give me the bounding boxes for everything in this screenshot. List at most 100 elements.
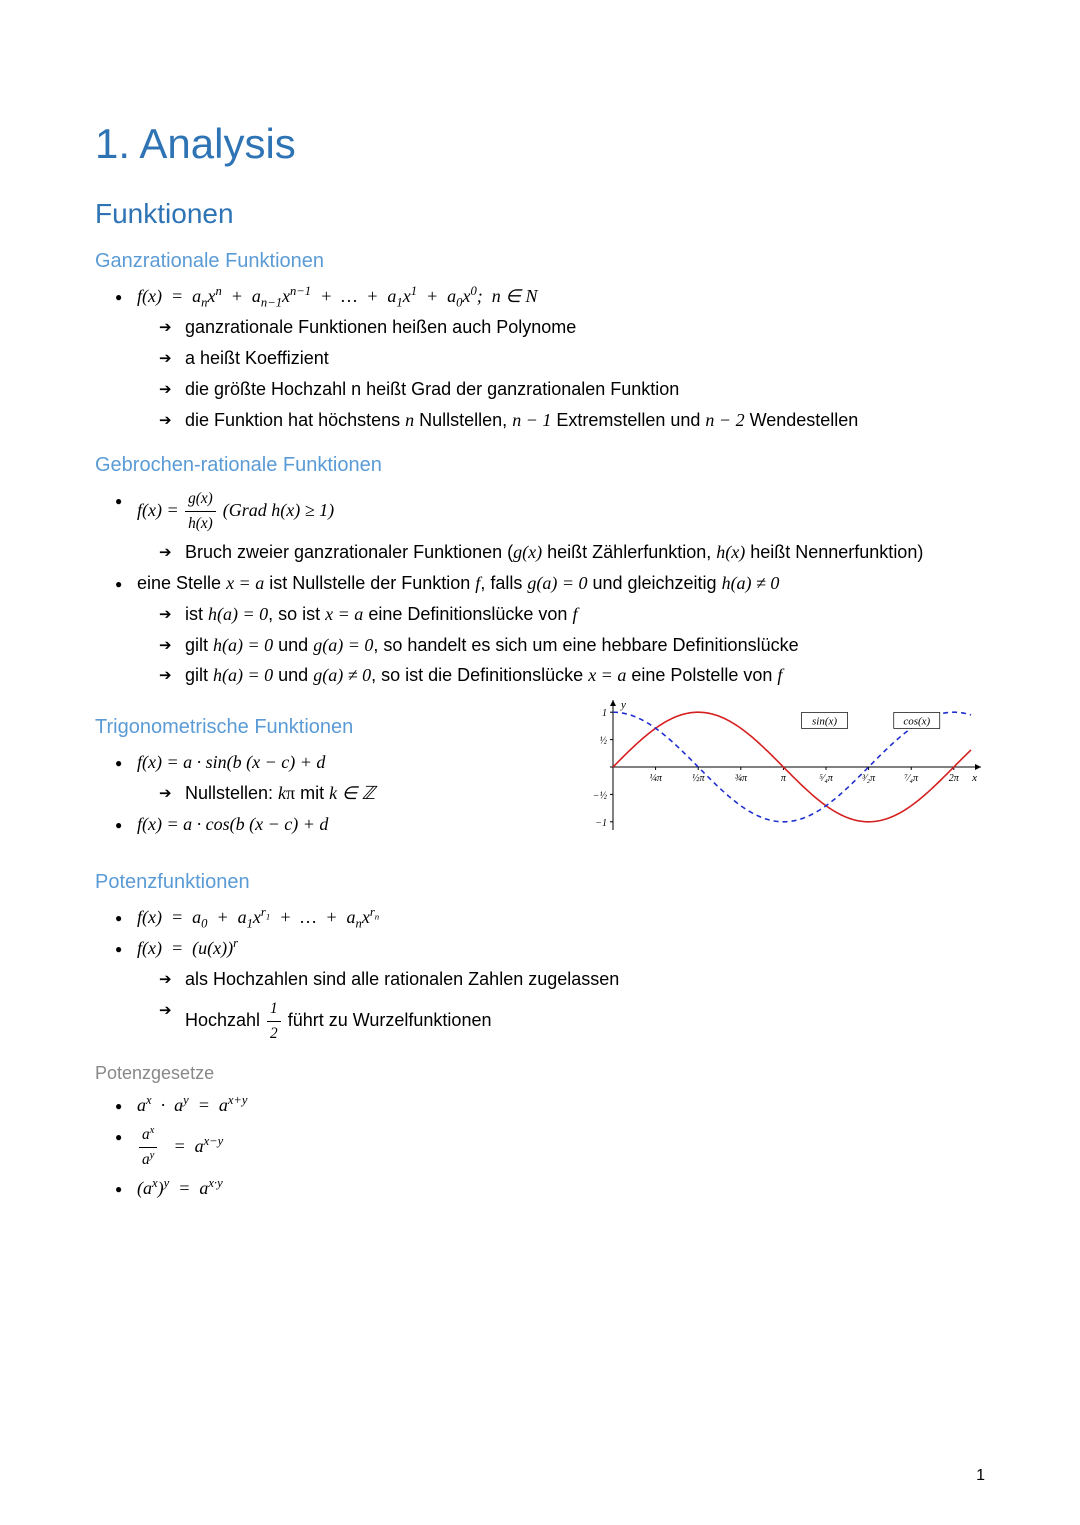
trig-chart-svg: −1−½½1¼π½π¾ππ⁵⁄₄π³⁄₂π⁷⁄₄π2πxysin(x)cos(x… — [585, 696, 985, 846]
gebr-b2-m1: ist Nullstelle der Funktion — [264, 573, 475, 593]
ganz-a4: die Funktion hat höchstens n Nullstellen… — [159, 407, 985, 435]
gebr-b2-xa: x = a — [226, 573, 264, 593]
ganz-a4-pre: die Funktion hat höchstens — [185, 410, 405, 430]
pot-a2-post: führt zu Wurzelfunktionen — [283, 1010, 492, 1030]
gebr-b2: eine Stelle x = a ist Nullstelle der Fun… — [115, 570, 985, 691]
gebr-b2-m2: , falls — [480, 573, 527, 593]
pg-r2-frac: ax ay — [139, 1123, 157, 1171]
ganz-formula: f(x) = anxn + an−1xn−1 + … + a1x1 + a0x0… — [115, 283, 985, 434]
gebr-frac-den: h(x) — [185, 512, 216, 536]
gebr-a4-m2: , so ist die Definitionslücke — [371, 665, 588, 685]
gebr-f-tail: (Grad h(x) ≥ 1) — [223, 500, 334, 520]
svg-text:2π: 2π — [949, 773, 960, 784]
ganz-a4-m1: Nullstellen, — [414, 410, 512, 430]
svg-text:⁷⁄₄π: ⁷⁄₄π — [904, 773, 919, 784]
svg-text:−1: −1 — [595, 818, 607, 829]
ganz-a4-n: n — [405, 410, 414, 430]
svg-text:−½: −½ — [593, 791, 608, 802]
gebr-a3-m1: und — [273, 635, 313, 655]
gebr-a2: ist h(a) = 0, so ist x = a eine Definiti… — [159, 601, 985, 629]
ganz-formula-text: f(x) = anxn + an−1xn−1 + … + a1x1 + a0x0… — [137, 286, 537, 306]
document-page: 1. Analysis Funktionen Ganzrationale Fun… — [0, 0, 1080, 1525]
h2-funktionen: Funktionen — [95, 198, 985, 230]
pg-r2-eq: = ax−y — [164, 1136, 223, 1156]
h4-potenzgesetze: Potenzgesetze — [95, 1063, 985, 1084]
gebr-a1: Bruch zweier ganzrationaler Funktionen (… — [159, 539, 985, 567]
trig-a1-k: k — [278, 783, 286, 803]
gebr-frac: g(x) h(x) — [185, 487, 216, 535]
svg-text:cos(x): cos(x) — [903, 716, 930, 728]
svg-text:³⁄₂π: ³⁄₂π — [862, 773, 876, 784]
ganz-a4-m2: Extremstellen und — [551, 410, 705, 430]
h3-ganzrational: Ganzrationale Funktionen — [95, 250, 985, 273]
svg-text:½π: ½π — [692, 773, 706, 784]
pot-f2-text: f(x) = (u(x))r — [137, 938, 238, 958]
trig-a1-kz: k ∈ ℤ — [329, 783, 375, 803]
pot-a2: Hochzahl 12 führt zu Wurzelfunktionen — [159, 997, 985, 1045]
svg-text:¼π: ¼π — [649, 773, 663, 784]
list-trig: f(x) = a · sin(b (x − c) + d Nullstellen… — [95, 749, 565, 839]
gebr-a1-pre: Bruch zweier ganzrationaler Funktionen ( — [185, 542, 513, 562]
h1-analysis: 1. Analysis — [95, 120, 985, 168]
h3-potenz: Potenzfunktionen — [95, 871, 985, 894]
trig-a1-mid: mit — [295, 783, 329, 803]
gebr-a4-ha0: h(a) = 0 — [213, 665, 273, 685]
ganz-a2: a heißt Koeffizient — [159, 345, 985, 373]
gebr-a4-m1: und — [273, 665, 313, 685]
trig-f1: f(x) = a · sin(b (x − c) + d Nullstellen… — [115, 749, 565, 808]
pg-r1-text: ax · ay = ax+y — [137, 1095, 248, 1115]
svg-text:sin(x): sin(x) — [812, 716, 837, 728]
trig-a1: Nullstellen: kπ mit k ∈ ℤ — [159, 780, 565, 808]
gebr-a4-post: eine Polstelle von — [626, 665, 777, 685]
gebr-a4-pre: gilt — [185, 665, 213, 685]
gebr-a3: gilt h(a) = 0 und g(a) = 0, so handelt e… — [159, 632, 985, 660]
ganz-a3: die größte Hochzahl n heißt Grad der gan… — [159, 376, 985, 404]
gebr-a4: gilt h(a) = 0 und g(a) ≠ 0, so ist die D… — [159, 662, 985, 690]
svg-text:y: y — [620, 699, 626, 711]
pot-f1-text: f(x) = a0 + a1xr1 + … + anxrn — [137, 907, 379, 927]
pot-a2-num: 1 — [267, 997, 281, 1022]
h3-trig: Trigonometrische Funktionen — [95, 716, 565, 739]
gebr-a3-pre: gilt — [185, 635, 213, 655]
gebr-formula: f(x) = g(x) h(x) (Grad h(x) ≥ 1) Bruch z… — [115, 487, 985, 566]
pg-r1: ax · ay = ax+y — [115, 1092, 985, 1120]
trig-f2: f(x) = a · cos(b (x − c) + d — [115, 811, 565, 839]
svg-text:x: x — [971, 772, 977, 784]
gebr-a2-xa: x = a — [325, 604, 363, 624]
gebr-a2-post: eine Definitionslücke von — [363, 604, 572, 624]
pot-f2: f(x) = (u(x))r als Hochzahlen sind alle … — [115, 935, 985, 1045]
ganz-a1: ganzrationale Funktionen heißen auch Pol… — [159, 314, 985, 342]
pg-r3-text: (ax)y = ax·y — [137, 1178, 223, 1198]
svg-text:⁵⁄₄π: ⁵⁄₄π — [819, 773, 834, 784]
pg-r2: ax ay = ax−y — [115, 1123, 985, 1171]
trig-f1-text: f(x) = a · sin(b (x − c) + d — [137, 752, 325, 772]
pg-r3: (ax)y = ax·y — [115, 1175, 985, 1203]
trig-chart: −1−½½1¼π½π¾ππ⁵⁄₄π³⁄₂π⁷⁄₄π2πxysin(x)cos(x… — [585, 696, 985, 851]
gebr-a2-ha0: h(a) = 0 — [208, 604, 268, 624]
svg-text:¾π: ¾π — [735, 773, 749, 784]
gebr-a4-xa: x = a — [588, 665, 626, 685]
page-number: 1 — [976, 1467, 985, 1485]
gebr-a2-f: f — [572, 604, 577, 624]
ganz-a4-nm1: n − 1 — [512, 410, 551, 430]
pot-f1: f(x) = a0 + a1xr1 + … + anxrn — [115, 904, 985, 932]
trig-a1-pre: Nullstellen: — [185, 783, 278, 803]
gebr-a3-ga0: g(a) = 0 — [313, 635, 373, 655]
ganz-a4-post: Wendestellen — [745, 410, 859, 430]
list-ganzrational: f(x) = anxn + an−1xn−1 + … + a1x1 + a0x0… — [95, 283, 985, 434]
gebr-a4-f: f — [777, 665, 782, 685]
trig-f2-text: f(x) = a · cos(b (x − c) + d — [137, 814, 328, 834]
gebr-a3-post: , so handelt es sich um eine hebbare Def… — [373, 635, 798, 655]
h3-gebrochen: Gebrochen-rationale Funktionen — [95, 454, 985, 477]
pot-a1: als Hochzahlen sind alle rationalen Zahl… — [159, 966, 985, 994]
gebr-frac-num: g(x) — [185, 487, 216, 512]
pot-a2-den: 2 — [267, 1022, 281, 1046]
gebr-b2-ga0: g(a) = 0 — [527, 573, 587, 593]
gebr-a1-post: heißt Nennerfunktion) — [745, 542, 923, 562]
gebr-a1-mid: heißt Zählerfunktion, — [542, 542, 716, 562]
gebr-a4-ga0: g(a) ≠ 0 — [313, 665, 371, 685]
gebr-b2-ha0: h(a) ≠ 0 — [722, 573, 780, 593]
list-potenzgesetze: ax · ay = ax+y ax ay = ax−y (ax)y = ax·y — [95, 1092, 985, 1202]
gebr-a1-gx: g(x) — [513, 542, 542, 562]
gebr-a3-ha0: h(a) = 0 — [213, 635, 273, 655]
